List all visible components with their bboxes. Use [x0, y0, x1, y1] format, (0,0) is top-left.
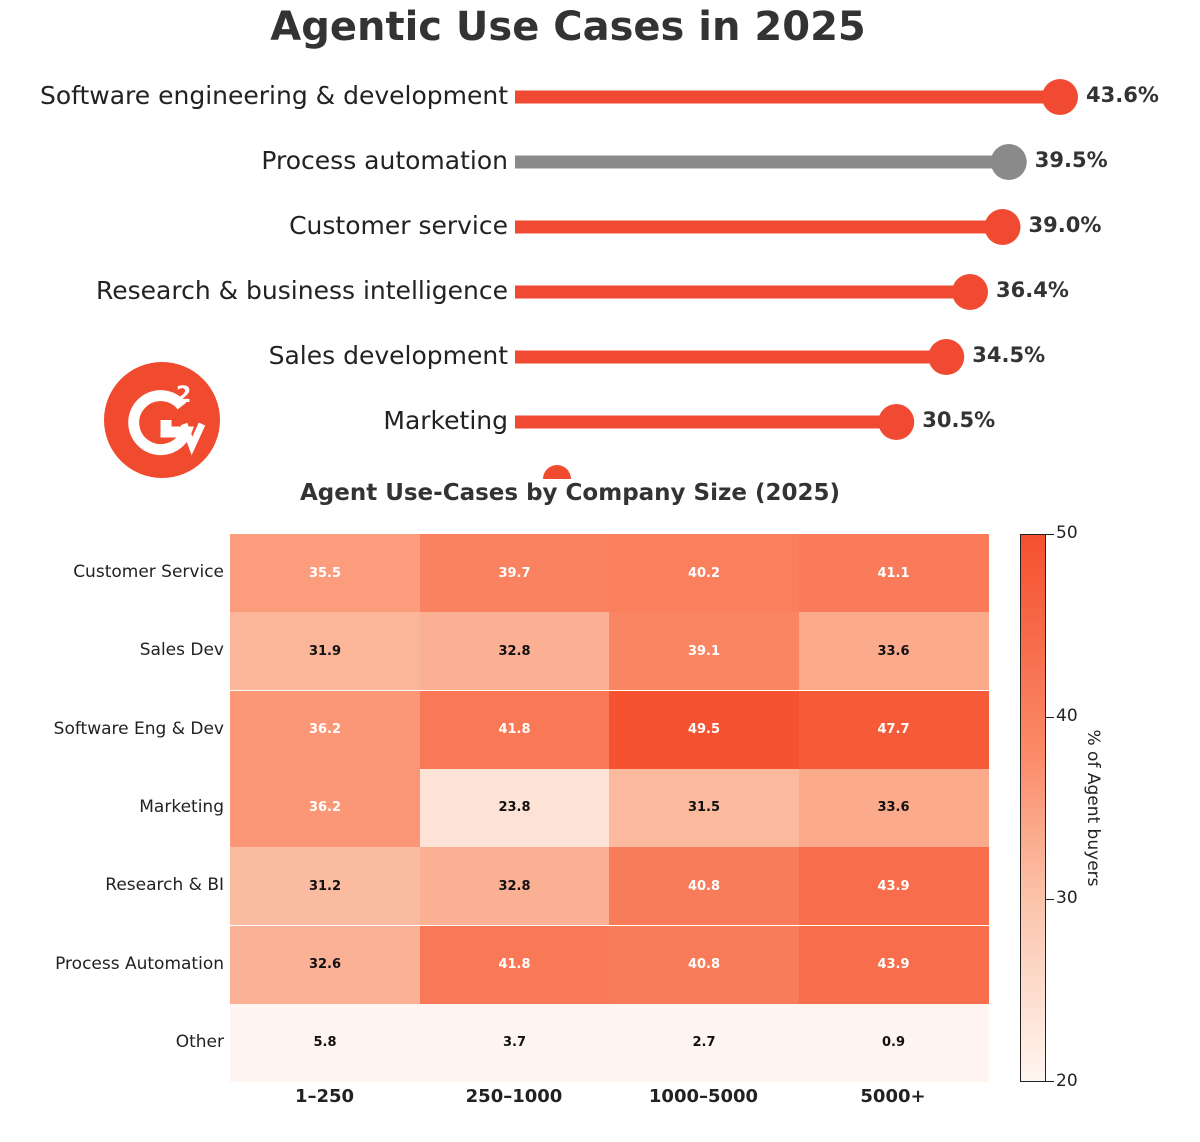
colorbar-tick-label: 30: [1056, 888, 1078, 909]
heatmap-cell: 36.2: [230, 768, 420, 847]
heatmap-cell: 32.8: [419, 847, 610, 926]
heatmap-cell: 33.6: [798, 768, 989, 847]
heatmap-title: Agent Use-Cases by Company Size (2025): [299, 480, 841, 506]
colorbar-tick: [1046, 716, 1054, 718]
value-label: 36.4%: [996, 278, 1069, 302]
category-label: Process automation: [261, 146, 508, 175]
colorbar-tick-label: 50: [1056, 523, 1078, 543]
colorbar-tick: [1046, 534, 1054, 535]
colorbar: [1020, 534, 1046, 1082]
colorbar-tick-label: 40: [1056, 705, 1078, 726]
heatmap-cell: 31.5: [609, 768, 799, 847]
heatmap-cell: 36.2: [230, 690, 420, 769]
value-label: 43.6%: [1086, 83, 1159, 107]
heatmap-cell: 41.1: [798, 534, 989, 612]
g2-logo: 2: [104, 362, 220, 478]
heatmap-column-label: 1–250: [294, 1086, 355, 1107]
lollipop-dot: [878, 404, 915, 440]
heatmap-row-label: Software Eng & Dev: [53, 718, 224, 739]
colorbar-tick: [1046, 899, 1054, 901]
value-label: 34.5%: [972, 343, 1046, 367]
heatmap-cell: 31.2: [230, 847, 420, 926]
heatmap-cell: 40.8: [609, 925, 799, 1004]
heatmap-cell: 23.8: [419, 768, 610, 847]
category-label: Customer service: [289, 211, 508, 240]
category-label: Research & business intelligence: [96, 276, 508, 305]
heatmap-row-label: Process Automation: [55, 953, 224, 974]
lollipop-dot: [984, 209, 1021, 245]
heatmap-cell: 39.1: [609, 612, 799, 691]
category-label: Sales development: [268, 341, 508, 370]
heatmap-cell: 31.9: [230, 612, 420, 691]
heatmap-cell: 35.5: [230, 534, 420, 612]
chart-title: Agentic Use Cases in 2025: [270, 4, 866, 50]
heatmap-cell: 3.7: [419, 1003, 610, 1082]
heatmap-column-label: 5000+: [860, 1086, 926, 1107]
heatmap-row-label: Customer Service: [73, 562, 224, 583]
heatmap-cell: 47.7: [798, 690, 989, 769]
colorbar-tick-label: 20: [1056, 1071, 1078, 1091]
heatmap-cell: 33.6: [798, 612, 989, 691]
category-label: Software engineering & development: [39, 81, 508, 110]
lollipop-dot: [1042, 79, 1078, 115]
colorbar-tick: [1046, 1081, 1054, 1082]
heatmap-cell: 5.8: [230, 1003, 420, 1082]
value-label: 39.0%: [1028, 213, 1102, 237]
value-label: 30.5%: [922, 408, 996, 432]
heatmap-cell: 32.6: [230, 925, 420, 1004]
heatmap-row-label: Sales Dev: [139, 640, 224, 661]
heatmap-row-label: Other: [175, 1031, 224, 1052]
lollipop-dot: [952, 274, 988, 310]
heatmap-cell: 40.8: [609, 847, 799, 926]
heatmap-row-label: Marketing: [139, 797, 224, 818]
heatmap-cell: 0.9: [798, 1003, 989, 1082]
heatmap-column-label: 1000–5000: [648, 1086, 759, 1107]
heatmap-cell: 40.2: [609, 534, 799, 612]
category-label: Marketing: [383, 406, 508, 435]
heatmap-cell: 2.7: [609, 1003, 799, 1082]
lollipop-chart: [515, 79, 1078, 440]
heatmap-cell: 41.8: [419, 925, 610, 1004]
heatmap-cell: 43.9: [798, 925, 989, 1004]
value-label: 39.5%: [1034, 148, 1108, 172]
svg-text:2: 2: [176, 383, 191, 408]
heatmap-row-label: Research & BI: [105, 875, 224, 896]
heatmap-cell: 41.8: [419, 690, 610, 769]
heatmap-column-label: 250–1000: [465, 1086, 563, 1107]
heatmap-cell: 39.7: [419, 534, 610, 612]
colorbar-label: % of Agent buyers: [1083, 729, 1103, 887]
heatmap-cell: 43.9: [798, 847, 989, 926]
lollipop-dot: [928, 339, 965, 375]
logo-fragment-icon: [543, 465, 571, 479]
heatmap-cell: 49.5: [609, 690, 799, 769]
heatmap-cell: 32.8: [419, 612, 610, 691]
lollipop-dot: [990, 144, 1027, 180]
